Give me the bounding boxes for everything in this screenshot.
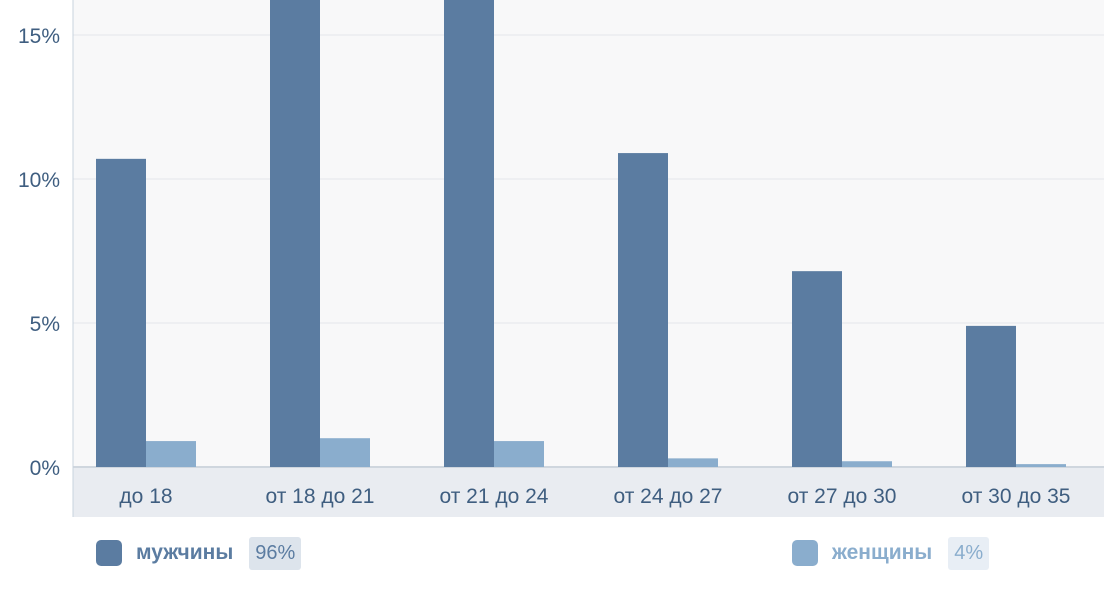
bar-men[interactable] [444,0,494,467]
x-axis-band [73,467,1104,517]
x-tick-label: от 24 до 27 [614,485,723,508]
bar-women[interactable] [320,438,370,467]
bar-men[interactable] [96,158,146,467]
bar-men[interactable] [618,153,668,467]
bar-women[interactable] [668,458,718,467]
legend-swatch-men [96,540,122,566]
bar-chart: 0% 5% 10% 15% до 18 от 18 до 21 от 21 до 24 от… [18,0,1104,517]
bar-women[interactable] [494,441,544,467]
legend-item-men[interactable]: мужчины 96% [96,536,302,570]
y-tick-label: 15% [18,25,60,48]
bar-men[interactable] [270,0,320,467]
x-axis-ticks: до 18 от 18 до 21 от 21 до 24 от 24 до 27 от… [119,485,1070,508]
gridlines [73,34,1104,324]
legend-item-women[interactable]: женщины 4% [792,536,990,570]
bar-men[interactable] [966,325,1016,467]
x-tick-label: от 27 до 30 [788,485,897,508]
x-tick-label: до 18 [119,485,172,508]
bars [96,0,1066,467]
y-tick-label: 5% [30,313,60,336]
legend-share-women: 4% [948,536,990,570]
bar-men[interactable] [792,271,842,467]
x-tick-label: от 18 до 21 [266,485,375,508]
x-tick-label: от 21 до 24 [440,485,549,508]
legend-share-men: 96% [249,536,302,570]
y-tick-label: 10% [18,169,60,192]
legend-label-men: мужчины [136,541,234,564]
y-axis-ticks: 0% 5% 10% 15% [18,25,60,480]
bar-women[interactable] [146,441,196,467]
plot-area [73,0,1104,467]
bar-women[interactable] [1016,464,1066,467]
bar-women[interactable] [842,461,892,467]
legend-label-women: женщины [832,541,933,564]
y-tick-label: 0% [30,457,60,480]
legend-swatch-women [792,540,818,566]
x-tick-label: от 30 до 35 [962,485,1071,508]
